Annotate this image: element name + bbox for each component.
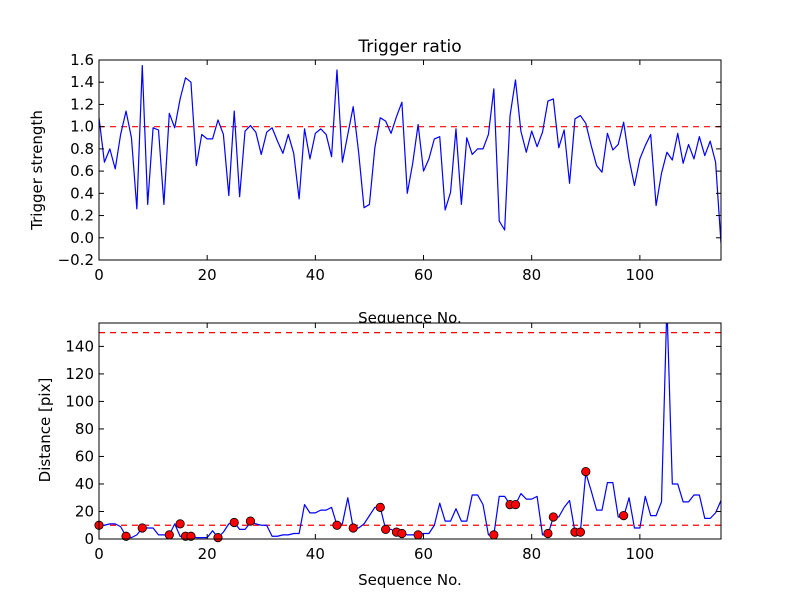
data-series-line [99, 323, 721, 539]
x-tick-label: 80 [522, 545, 541, 563]
plot-area [99, 60, 721, 260]
data-point-marker [348, 523, 358, 533]
x-tick-label: 20 [198, 545, 217, 563]
data-point-marker [619, 511, 629, 521]
y-tick-label: −0.2 [58, 251, 94, 269]
y-tick-label: 140 [65, 337, 94, 355]
plot-frame [98, 59, 722, 261]
data-point-marker [548, 512, 558, 522]
x-tick-label: 0 [94, 545, 104, 563]
data-point-marker [121, 531, 131, 541]
y-tick-label: 1.2 [70, 95, 94, 113]
distance-plot: 0 20 40 60 80 100 0 20 40 60 80 100 120 140 Sequence … [36, 322, 722, 589]
x-tick-label: 80 [522, 266, 541, 284]
y-tick-label: 1.0 [70, 118, 94, 136]
x-tick-label: 100 [626, 266, 655, 284]
x-axis-label: Sequence No. [358, 571, 462, 589]
x-tick-label: 60 [414, 545, 433, 563]
trigger-ratio-plot: Trigger ratio 0 20 40 60 80 100 −0.2 0.0 0.2 0.4 0… [28, 37, 722, 327]
data-point-marker [137, 523, 147, 533]
chart-title: Trigger ratio [357, 37, 461, 57]
y-tick-label: 0.4 [70, 184, 94, 202]
data-point-marker [489, 530, 499, 540]
y-tick-label: 0.8 [70, 140, 94, 158]
y-tick-label: 120 [65, 365, 94, 383]
plot-area [99, 323, 721, 539]
data-point-marker [543, 528, 553, 539]
x-tick-label: 0 [94, 266, 104, 284]
data-point-marker [332, 520, 342, 530]
y-axis-label: Distance [pix] [36, 378, 54, 483]
data-point-marker [575, 527, 585, 537]
y-tick-label: 0.2 [70, 207, 94, 225]
x-tick-label: 100 [626, 545, 655, 563]
y-tick-label: 1.4 [70, 73, 94, 91]
data-point-marker [175, 519, 185, 529]
y-tick-label: 40 [75, 475, 94, 493]
data-point-marker [375, 502, 385, 512]
data-point-marker [397, 528, 407, 539]
y-tick-label: 60 [75, 447, 94, 465]
data-point-marker [186, 531, 196, 541]
y-tick-label: 0 [84, 530, 94, 548]
y-tick-label: 100 [65, 392, 94, 410]
data-point-marker [164, 530, 174, 540]
x-tick-label: 60 [414, 266, 433, 284]
data-point-marker [413, 530, 423, 540]
y-axis-label: Trigger strength [28, 110, 46, 231]
y-tick-label: 80 [75, 420, 94, 438]
data-point-marker [510, 500, 521, 510]
data-point-marker [581, 466, 591, 477]
y-tick-label: 20 [75, 502, 94, 520]
data-point-marker [245, 516, 256, 526]
x-tick-label: 20 [198, 266, 217, 284]
y-tick-label: 0.6 [70, 162, 94, 180]
x-tick-label: 40 [306, 545, 325, 563]
data-series-line [99, 64, 721, 244]
data-point-marker [381, 524, 391, 534]
data-point-marker [213, 533, 223, 543]
data-point-marker [229, 517, 239, 528]
y-tick-label: 1.6 [70, 51, 94, 69]
x-tick-label: 40 [306, 266, 325, 284]
y-tick-label: 0.0 [70, 229, 94, 247]
plot-frame [98, 322, 722, 540]
